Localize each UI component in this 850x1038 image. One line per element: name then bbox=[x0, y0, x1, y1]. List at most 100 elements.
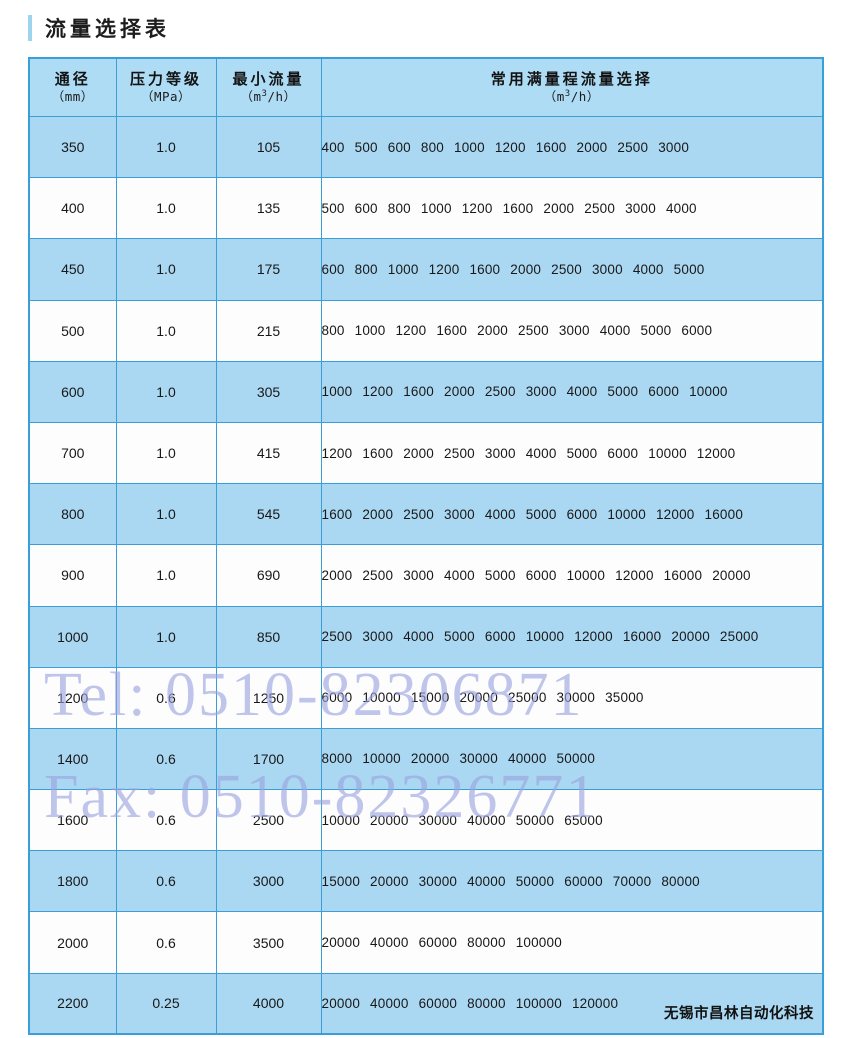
range-value: 16000 bbox=[704, 506, 744, 522]
cell-nominal-diameter: 400 bbox=[28, 177, 117, 240]
cell-pressure-rating: 0.6 bbox=[115, 789, 217, 852]
range-value: 6000 bbox=[566, 506, 598, 522]
cell-min-flow: 135 bbox=[215, 177, 322, 240]
range-value: 40000 bbox=[370, 995, 409, 1011]
range-value: 40000 bbox=[370, 935, 409, 951]
cell-nominal-diameter: 900 bbox=[28, 544, 117, 607]
range-value: 6000 bbox=[525, 567, 557, 583]
range-value: 50000 bbox=[556, 751, 596, 767]
range-value: 500 bbox=[354, 139, 378, 155]
range-value: 60000 bbox=[418, 995, 458, 1011]
range-value: 6000 bbox=[681, 323, 713, 339]
range-value: 5000 bbox=[640, 323, 672, 339]
table-row: 1000 1.0 850 2500 3000 4000 5000 6000 10000 12000… bbox=[28, 605, 824, 668]
cell-full-scale-range: 15000 20000 30000 40000 50000 60000 70000 80000 bbox=[320, 850, 824, 913]
range-value: 3000 bbox=[658, 139, 690, 155]
range-value: 2000 bbox=[543, 200, 575, 216]
range-value: 1200 bbox=[362, 384, 394, 400]
range-value: 3000 bbox=[362, 629, 394, 645]
cell-pressure-rating: 1.0 bbox=[115, 177, 217, 240]
range-value: 1600 bbox=[535, 139, 567, 155]
range-value: 600 bbox=[321, 261, 345, 277]
range-value: 20000 bbox=[712, 567, 751, 583]
cell-nominal-diameter: 600 bbox=[28, 360, 117, 423]
range-value: 10000 bbox=[689, 384, 728, 400]
table-row: 450 1.0 175 600 800 1000 1200 1600 2000 2500 3000 4… bbox=[28, 238, 824, 301]
range-value: 12000 bbox=[655, 506, 695, 522]
range-value: 6000 bbox=[648, 384, 680, 400]
cell-full-scale-range: 600 800 1000 1200 1600 2000 2500 3000 4000 5000 bbox=[320, 238, 824, 301]
range-value: 3000 bbox=[484, 445, 516, 461]
cell-full-scale-range: 500 600 800 1000 1200 1600 2000 2500 3000 4000 bbox=[320, 177, 824, 240]
range-value: 10000 bbox=[362, 751, 401, 767]
range-value: 120000 bbox=[571, 995, 619, 1011]
range-value: 2000 bbox=[510, 261, 542, 277]
range-value: 2500 bbox=[617, 139, 649, 155]
cell-min-flow: 690 bbox=[215, 544, 322, 607]
range-value: 40000 bbox=[467, 812, 506, 828]
range-value: 2500 bbox=[444, 445, 475, 461]
table-row: 1400 0.6 1700 8000 10000 20000 30000 40000 50000 bbox=[28, 727, 824, 791]
range-value: 3000 bbox=[625, 200, 656, 216]
cell-pressure-rating: 1.0 bbox=[115, 605, 217, 668]
range-value: 20000 bbox=[671, 629, 710, 645]
table-row: 350 1.0 105 400 500 600 800 1000 1200 1600 2000 250… bbox=[28, 115, 824, 179]
cell-pressure-rating: 1.0 bbox=[115, 360, 217, 423]
column-header-label: 常用满量程流量选择 bbox=[490, 70, 653, 89]
cell-min-flow: 2500 bbox=[215, 789, 322, 852]
range-value: 10000 bbox=[607, 506, 646, 522]
range-value: 5000 bbox=[484, 567, 516, 583]
range-value: 100000 bbox=[515, 995, 562, 1011]
range-value: 40000 bbox=[467, 873, 506, 889]
range-value: 30000 bbox=[556, 690, 596, 706]
column-header-unit: （m3/h） bbox=[543, 88, 600, 104]
range-value: 10000 bbox=[362, 690, 401, 706]
range-value: 1000 bbox=[354, 323, 386, 339]
cell-pressure-rating: 0.6 bbox=[115, 911, 217, 974]
range-value: 100000 bbox=[515, 935, 562, 951]
range-value: 20000 bbox=[370, 873, 409, 889]
cell-min-flow: 175 bbox=[215, 238, 322, 301]
range-value: 50000 bbox=[515, 873, 555, 889]
table-row: 1800 0.6 3000 15000 20000 30000 40000 50000 6000… bbox=[28, 850, 824, 913]
range-value: 15000 bbox=[321, 873, 361, 889]
range-value: 10000 bbox=[566, 567, 606, 583]
range-value: 1600 bbox=[502, 200, 534, 216]
range-value: 5000 bbox=[673, 261, 705, 277]
cell-full-scale-range: 1600 2000 2500 3000 4000 5000 6000 10000 12000 16… bbox=[320, 483, 824, 546]
cell-nominal-diameter: 2000 bbox=[28, 911, 117, 974]
cell-full-scale-range: 20000 40000 60000 80000 100000 bbox=[320, 911, 824, 974]
range-value: 80000 bbox=[467, 935, 506, 951]
range-value: 10000 bbox=[321, 812, 361, 828]
range-value: 800 bbox=[387, 200, 411, 216]
range-value: 400 bbox=[321, 139, 345, 155]
range-value: 3000 bbox=[403, 567, 435, 583]
range-value: 10000 bbox=[525, 629, 565, 645]
cell-nominal-diameter: 500 bbox=[28, 299, 117, 362]
range-value: 1000 bbox=[420, 200, 452, 216]
range-value: 4000 bbox=[599, 323, 631, 339]
cell-nominal-diameter: 1400 bbox=[28, 727, 117, 791]
cell-pressure-rating: 1.0 bbox=[115, 238, 217, 301]
range-value: 1600 bbox=[403, 384, 435, 400]
flow-selection-table: 通径 （mm） 压力等级 （MPa） 最小流量 （m3/h） 常用满量程流量选择… bbox=[28, 57, 824, 1036]
cell-nominal-diameter: 1600 bbox=[28, 789, 117, 852]
cell-full-scale-range: 800 1000 1200 1600 2000 2500 3000 4000 5000 6000 bbox=[320, 299, 824, 362]
range-value: 40000 bbox=[507, 751, 547, 767]
range-value: 4000 bbox=[566, 384, 598, 400]
range-value: 1200 bbox=[395, 323, 427, 339]
page-title: 流量选择表 bbox=[45, 17, 170, 41]
range-value: 1000 bbox=[387, 261, 419, 277]
range-value: 65000 bbox=[564, 812, 603, 828]
range-value: 20000 bbox=[321, 935, 361, 951]
range-value: 2000 bbox=[403, 445, 435, 461]
cell-nominal-diameter: 1200 bbox=[28, 666, 117, 729]
cell-pressure-rating: 0.6 bbox=[115, 666, 217, 729]
column-header-pressure-rating: 压力等级 （MPa） bbox=[115, 57, 217, 117]
range-value: 30000 bbox=[459, 751, 498, 767]
column-header-label: 最小流量 bbox=[232, 70, 305, 89]
range-value: 600 bbox=[387, 139, 411, 155]
range-value: 2500 bbox=[584, 200, 616, 216]
column-header-label: 压力等级 bbox=[129, 70, 202, 89]
cell-nominal-diameter: 350 bbox=[28, 115, 117, 179]
